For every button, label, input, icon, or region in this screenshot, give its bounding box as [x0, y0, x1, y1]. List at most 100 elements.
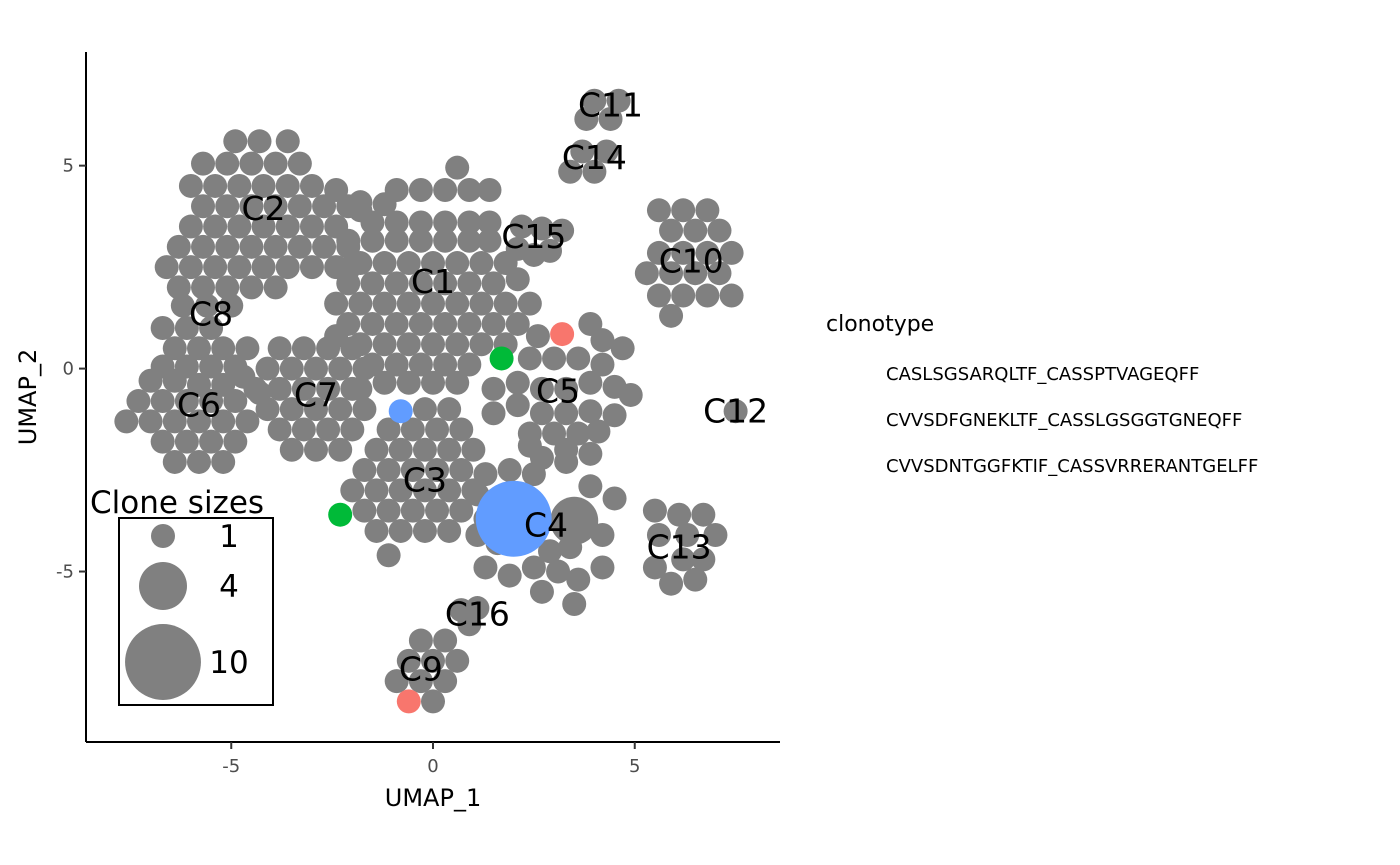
- bubble-c10: [695, 240, 720, 265]
- bubble-c1: [372, 332, 397, 357]
- bubble-c8: [170, 293, 195, 318]
- bubble-c8: [211, 336, 236, 361]
- cluster-label-c1: C1: [411, 262, 455, 301]
- cluster-label-c15: C15: [501, 217, 566, 256]
- bubble-c5: [554, 376, 579, 401]
- size-legend-label: 10: [209, 645, 248, 681]
- bubble-c2: [154, 255, 179, 280]
- bubble-c1: [396, 291, 421, 316]
- bubble-c5: [517, 346, 542, 371]
- bubble-c10: [671, 240, 696, 265]
- bubble-c1: [469, 251, 494, 276]
- bubble-c7: [352, 356, 377, 381]
- bubble-c1: [360, 271, 385, 296]
- bubble-c15: [529, 216, 554, 241]
- bubble-c1: [384, 311, 409, 336]
- bubble-c8: [235, 336, 260, 361]
- bubble-c1: [457, 311, 482, 336]
- bubble-c2: [287, 151, 312, 176]
- bubble-c2: [239, 234, 264, 259]
- bubble-c7: [231, 364, 256, 389]
- size-legend-label: 4: [219, 569, 239, 605]
- bubble-c4: [521, 555, 546, 580]
- bubble-c8: [219, 293, 244, 318]
- bubble-c16: [449, 598, 474, 623]
- bubble-c10: [659, 303, 684, 328]
- bubble-c2: [275, 129, 300, 154]
- bubble-c3: [376, 458, 401, 483]
- bubble-c2: [251, 173, 276, 198]
- bubble-c5: [578, 441, 603, 466]
- bubble-c2: [215, 234, 240, 259]
- highlighted-bubble: [550, 322, 575, 347]
- highlighted-bubble: [489, 346, 514, 371]
- size-legend-title: Clone sizes: [90, 485, 264, 521]
- bubble-c1: [469, 291, 494, 316]
- bubble-c2: [348, 198, 373, 223]
- bubble-c9: [396, 648, 421, 673]
- color-legend: clonotype CASLSGSARQLTF_CASSPTVAGEQFF CVV…: [826, 312, 1258, 477]
- bubble-c1: [408, 178, 433, 202]
- bubble-c3: [437, 518, 462, 543]
- bubble-c1: [421, 251, 445, 276]
- highlighted-bubble-layer: [328, 322, 575, 714]
- bubble-large-clone: [550, 496, 599, 545]
- highlighted-bubble: [388, 399, 413, 424]
- bubble-c6: [150, 429, 175, 454]
- bubble-c4: [546, 559, 571, 584]
- cluster-label-c11: C11: [578, 85, 643, 124]
- bubble-c6: [211, 409, 236, 434]
- bubble-c12: [723, 399, 748, 424]
- bubble-c6: [186, 409, 211, 434]
- cluster-label-c5: C5: [536, 371, 580, 410]
- bubble-c3: [352, 458, 377, 483]
- bubble-c1: [445, 332, 470, 357]
- bubble-c1: [433, 352, 458, 377]
- bubble-c1: [384, 352, 409, 377]
- bubble-c10: [695, 198, 720, 223]
- cluster-label-c7: C7: [294, 376, 338, 415]
- bubble-c13: [675, 523, 700, 547]
- bubble-c4: [578, 474, 603, 499]
- bubble-c7: [279, 437, 304, 462]
- bubble-c1: [457, 352, 482, 377]
- bubble-c6: [199, 389, 224, 414]
- bubble-c6: [235, 409, 260, 434]
- bubble-c1: [477, 210, 502, 235]
- bubble-c2: [191, 275, 216, 300]
- bubble-c5: [578, 399, 603, 424]
- bubble-c3: [364, 518, 389, 543]
- bubble-c13: [642, 555, 667, 580]
- bubble-c9: [445, 648, 470, 673]
- bubble-c2: [324, 214, 349, 239]
- bubble-c2: [227, 214, 252, 239]
- y-tick-label: 0: [63, 359, 74, 380]
- highlighted-bubble: [475, 480, 552, 557]
- bubble-c2: [287, 194, 312, 219]
- bubble-c8: [199, 316, 224, 340]
- x-axis-ticks: -5 0 5: [222, 742, 640, 777]
- bubble-c3: [425, 458, 450, 483]
- bubble-c15: [550, 218, 575, 243]
- bubble-c1: [372, 370, 397, 395]
- bubble-c7: [267, 376, 292, 401]
- size-legend-key: [151, 524, 175, 548]
- bubble-c2: [275, 214, 300, 239]
- bubble-c1: [384, 178, 409, 202]
- bubble-c1: [477, 228, 502, 253]
- bubble-c7: [328, 397, 353, 422]
- bubble-c2: [251, 214, 276, 239]
- bubble-c2: [215, 151, 240, 176]
- bubble-c5: [542, 346, 567, 371]
- bubble-c9: [408, 628, 433, 653]
- cluster-label-c9: C9: [399, 649, 443, 688]
- bubble-c9: [384, 669, 409, 694]
- color-legend-title: clonotype: [826, 312, 934, 337]
- bubble-c4: [602, 486, 627, 511]
- bubble-c1: [457, 178, 482, 202]
- bubble-c3: [400, 417, 425, 442]
- bubble-c8: [174, 316, 199, 340]
- bubble-c5: [529, 401, 554, 426]
- bubble-c1: [372, 291, 397, 316]
- bubble-c2: [299, 255, 324, 280]
